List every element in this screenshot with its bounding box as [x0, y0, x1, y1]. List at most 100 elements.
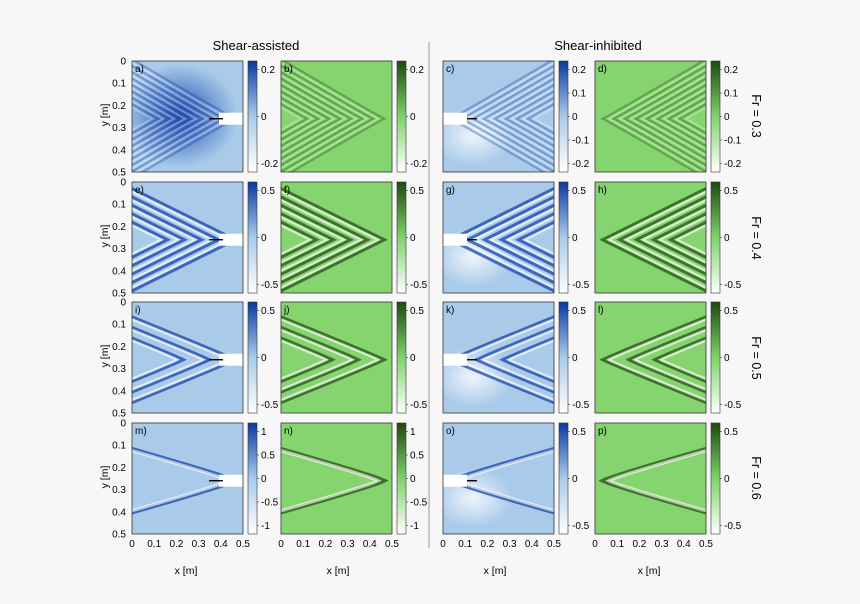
panel-frame — [280, 60, 393, 173]
colorbar-tick-label: 0 — [724, 474, 730, 485]
x-tick-label: 0.5 — [236, 539, 250, 550]
panel-frame — [594, 60, 707, 173]
y-tick-label: 0.2 — [112, 222, 126, 233]
colorbar — [248, 61, 257, 172]
wave-trough — [683, 106, 706, 132]
y-tick-label: 0.5 — [112, 289, 126, 300]
colorbar-tick-label: 0 — [261, 474, 267, 485]
colorbar-tick-label: 0 — [724, 112, 730, 123]
panel-frame — [594, 301, 707, 414]
wave-pattern — [598, 446, 706, 515]
colorbar-tick-label: 0.5 — [724, 186, 738, 197]
colorbar-tick-label: 0.5 — [410, 450, 424, 461]
wave-crest — [515, 220, 554, 259]
colorbar-tick-label: -0.2 — [572, 159, 590, 170]
wave-crest — [132, 212, 188, 268]
colorbar-tick-label: 0.5 — [572, 186, 586, 197]
x-tick-label: 0.3 — [503, 539, 517, 550]
colorbar-tick-label: -0.2 — [410, 159, 428, 170]
wave-trough — [281, 223, 314, 256]
colorbar-tick-label: -0.5 — [261, 498, 279, 509]
colorbar-tick-label: 0 — [724, 233, 730, 244]
wave-crest — [281, 102, 310, 135]
wave-pattern — [132, 61, 238, 172]
y-tick-label: 0.4 — [112, 507, 126, 518]
y-tick-label: 0.1 — [112, 79, 126, 90]
wave-crest — [514, 96, 554, 142]
y-tick-label: 0.5 — [112, 409, 126, 420]
y-axis-label: y [m] — [99, 466, 111, 489]
x-tick-label: 0 — [278, 539, 284, 550]
wave-crest — [599, 186, 706, 293]
colorbar — [248, 182, 257, 293]
y-tick-label: 0.1 — [112, 200, 126, 211]
wave-crest — [281, 64, 376, 172]
intensity-blob — [132, 64, 238, 168]
x-tick-label: 0.1 — [147, 539, 161, 550]
panel-label: i) — [135, 305, 141, 316]
wave-crest — [498, 212, 554, 268]
x-tick-label: 0.2 — [318, 539, 332, 550]
colorbar — [248, 302, 257, 413]
y-axis-label: y [m] — [99, 104, 111, 127]
x-tick-label: 0.4 — [363, 539, 377, 550]
colorbar-tick-label: 0.2 — [724, 65, 738, 76]
colorbar-tick-label: 0.5 — [261, 450, 275, 461]
y-tick-label: 0 — [120, 298, 126, 309]
x-tick-label: 0.2 — [632, 539, 646, 550]
colorbar — [711, 61, 720, 172]
panel-label: n) — [284, 426, 293, 437]
panel-a: a) 0.2 0 -0.2 0 0.1 0.2 0.3 0.4 0.5 — [112, 57, 279, 179]
x-tick-label: 0.2 — [480, 539, 494, 550]
panel-o: o) 0.5 0 -0.5 0 0.1 0.2 0.3 0.4 0.5 — [440, 422, 590, 550]
wave-trough — [281, 190, 382, 290]
colorbar — [397, 182, 406, 293]
wave-trough — [132, 328, 207, 391]
panel-frame — [442, 422, 555, 535]
panel-label: p) — [598, 426, 607, 437]
x-tick-label: 0.2 — [169, 539, 183, 550]
colorbar-tick-label: -0.5 — [410, 280, 428, 291]
panel-e: e) 0.5 0 -0.5 0 0.1 0.2 0.3 0.4 0.5 — [112, 178, 279, 300]
x-tick-label: 0.1 — [458, 539, 472, 550]
panel-label: c) — [446, 64, 454, 75]
y-tick-label: 0.2 — [112, 101, 126, 112]
wave-trough — [281, 198, 365, 281]
colorbar-tick-label: -0.5 — [572, 521, 590, 532]
colorbar-tick-label: 0 — [261, 112, 267, 123]
colorbar-tick-label: -0.5 — [261, 280, 279, 291]
y-tick-label: 0.5 — [112, 530, 126, 541]
panel-background — [281, 61, 392, 172]
column-header-shear-assisted: Shear-assisted — [213, 38, 300, 53]
panel-l: l) 0.5 0 -0.5 — [594, 301, 742, 414]
wave-pattern — [281, 61, 387, 172]
colorbar — [397, 423, 406, 534]
panel-h: h) 0.5 0 -0.5 — [594, 181, 742, 294]
panel-d: d) 0.2 0.1 0 -0.1 -0.2 — [594, 60, 742, 173]
wave-crest — [666, 96, 706, 142]
panel-label: m) — [135, 426, 147, 437]
wave-trough — [132, 87, 188, 151]
wave-crest — [281, 90, 332, 148]
panel-frame — [594, 181, 707, 294]
wave-trough — [281, 317, 382, 402]
x-tick-label: 0.1 — [296, 539, 310, 550]
source-mask — [443, 112, 467, 125]
wave-crest — [281, 195, 371, 285]
y-tick-label: 0.1 — [112, 441, 126, 452]
wave-crest — [655, 90, 706, 148]
wave-trough — [672, 100, 706, 138]
wave-crest — [625, 325, 706, 394]
wave-trough — [487, 206, 554, 273]
source-mask — [219, 112, 243, 125]
panel-m: m) 10.50-0.5-100.10.20.30.40.50 0.1 0.2 0.3 0… — [112, 419, 279, 551]
wave-trough — [622, 198, 706, 281]
wave-crest — [667, 220, 706, 259]
y-axis-label: y [m] — [99, 225, 111, 248]
wave-crest — [281, 61, 387, 172]
row-label-fr-0-5: Fr = 0.5 — [749, 336, 763, 379]
colorbar-tick-label: 0 — [410, 353, 416, 364]
colorbar-tick-label: -0.5 — [410, 400, 428, 411]
wave-trough — [487, 81, 554, 157]
